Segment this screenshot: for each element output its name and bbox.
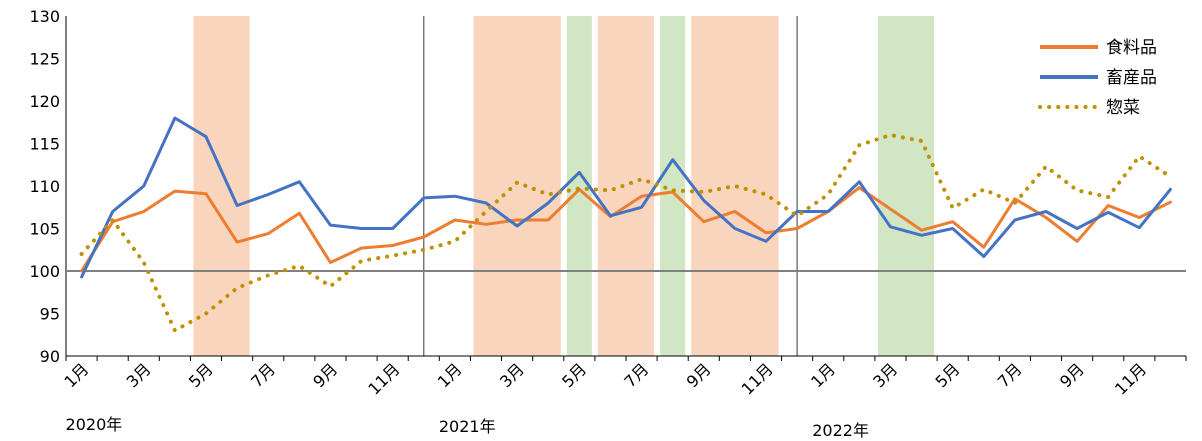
x-tick-label: 5月 <box>185 359 217 391</box>
y-tick-label: 90 <box>40 347 60 366</box>
x-tick-label: 1月 <box>60 359 92 391</box>
y-tick-label: 125 <box>29 50 60 69</box>
x-tick-label: 11月 <box>364 359 403 398</box>
x-tick-label: 5月 <box>558 359 590 391</box>
x-tick-label: 1月 <box>807 359 839 391</box>
y-tick-label: 110 <box>29 177 60 196</box>
legend-label: 食料品 <box>1106 38 1157 58</box>
x-tick-label: 1月 <box>434 359 466 391</box>
year-labels: 2020年 2021年 2022年 <box>66 415 869 440</box>
x-tick-label: 3月 <box>869 359 901 391</box>
series-lines <box>79 116 1173 333</box>
year-label: 2021年 <box>439 417 496 436</box>
shaded-period-4 <box>597 16 655 356</box>
x-tick-label: 7月 <box>620 359 652 391</box>
x-tick-label: 9月 <box>309 359 341 391</box>
y-tick-label: 95 <box>40 305 60 324</box>
x-tick-label: 7月 <box>247 359 279 391</box>
legend-label: 畜産品 <box>1106 68 1157 88</box>
series-line-3 <box>79 133 1173 333</box>
axes <box>65 16 1187 361</box>
shaded-period-6 <box>691 16 779 356</box>
x-tick-label: 3月 <box>123 359 155 391</box>
y-tick-label: 105 <box>29 220 60 239</box>
y-axis-tick-labels: 90 95 100 105 110 115 120 125 130 <box>29 7 60 366</box>
x-tick-label: 3月 <box>496 359 528 391</box>
x-tick-label: 11月 <box>738 359 777 398</box>
y-tick-label: 120 <box>29 92 60 111</box>
y-tick-label: 100 <box>29 262 60 281</box>
x-tick-label: 9月 <box>1056 359 1088 391</box>
x-tick-label: 7月 <box>994 359 1026 391</box>
shaded-period-7 <box>877 16 935 356</box>
y-tick-label: 130 <box>29 7 60 26</box>
year-label: 2020年 <box>66 415 123 434</box>
series-line-2 <box>80 116 1172 279</box>
year-label: 2022年 <box>812 421 869 440</box>
year-divider-lines <box>423 16 798 356</box>
x-axis-tick-labels: 1月 3月 5月 7月 9月 11月 1月 3月 5月 7月 9月 11月 1月 3月 5月 7月 9月 11月 <box>60 359 1150 398</box>
shaded-period-2 <box>473 16 561 356</box>
series-line-1 <box>80 186 1172 273</box>
x-tick-label: 9月 <box>683 359 715 391</box>
legend-label: 惣菜 <box>1106 98 1140 118</box>
shaded-period-1 <box>193 16 250 356</box>
x-tick-label: 11月 <box>1111 359 1150 398</box>
x-tick-label: 5月 <box>932 359 964 391</box>
shaded-period-5 <box>660 16 686 356</box>
y-tick-label: 115 <box>29 135 60 154</box>
